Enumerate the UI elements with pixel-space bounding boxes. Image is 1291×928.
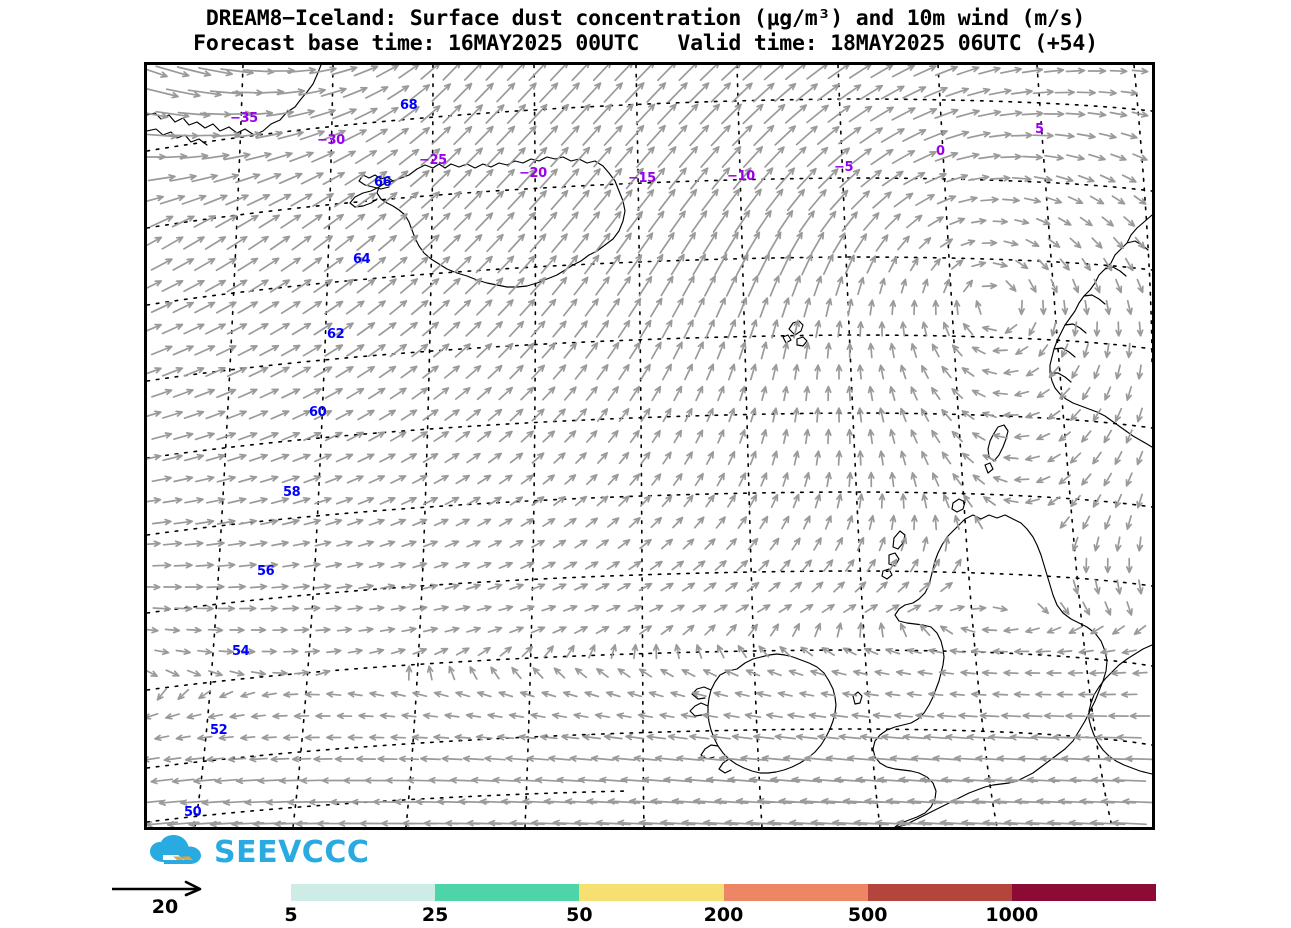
lon-label-0: −35 [230, 111, 258, 126]
colorbar-label-2: 50 [566, 904, 593, 926]
map-canvas: −35 −30 −25 −20 −15 −10 −5 0 5 68 66 64 62 60 58 56 54 5… [147, 65, 1152, 827]
lat-label-7: 54 [232, 644, 250, 659]
colorbar-label-5: 1000 [985, 904, 1039, 926]
colorbar-label-3: 200 [703, 904, 744, 926]
colorbar-label-4: 500 [847, 904, 888, 926]
colorbar-segment-3 [723, 884, 868, 901]
lat-label-1: 66 [374, 175, 392, 190]
lon-label-3: −20 [519, 166, 547, 181]
colorbar-segment-2 [579, 884, 724, 901]
coastline-norway [1049, 214, 1152, 448]
wind-reference-label: 20 [151, 896, 179, 918]
colorbar-label-0: 5 [284, 904, 298, 926]
lon-label-6: −5 [834, 160, 854, 175]
colorbar-segment-1 [435, 884, 580, 901]
lat-label-0: 68 [400, 98, 418, 113]
colorbar-segment-4 [867, 884, 1012, 901]
lon-label-7: 0 [936, 144, 945, 159]
colorbar-segment-0 [291, 884, 436, 901]
map-graphics-layer [147, 65, 1152, 827]
logo-text: SEEVCCC [214, 835, 370, 870]
cloud-icon [150, 835, 201, 864]
lon-label-2: −25 [419, 153, 447, 168]
lat-label-2: 64 [353, 252, 371, 267]
lon-label-4: −15 [628, 171, 656, 186]
title-line-1: DREAM8−Iceland: Surface dust concentrati… [205, 6, 1086, 31]
wind-arrow-icon [112, 880, 202, 897]
lon-label-5: −10 [727, 169, 755, 184]
lat-label-3: 62 [327, 327, 345, 342]
coastline-orkney [951, 498, 966, 513]
forecast-map[interactable]: −35 −30 −25 −20 −15 −10 −5 0 5 68 66 64 62 60 58 56 54 5… [144, 62, 1155, 830]
wind-arrows [147, 65, 1152, 827]
wind-reference-legend: 20 [110, 880, 220, 918]
lat-label-9: 50 [184, 805, 202, 820]
seevccc-logo[interactable]: SEEVCCC [148, 833, 369, 873]
page-title: DREAM8−Iceland: Surface dust concentrati… [0, 6, 1291, 56]
coastline-isle-of-man [852, 691, 863, 705]
colorbar-tick-labels: 5 25 50 200 500 1000 [284, 904, 1156, 928]
coastline-shetland [984, 424, 1009, 474]
lon-label-1: −30 [317, 133, 345, 148]
lat-label-5: 58 [283, 485, 301, 500]
lon-label-8: 5 [1035, 122, 1044, 137]
dust-colorbar [291, 884, 1157, 901]
lat-label-8: 52 [210, 723, 228, 738]
legend: 20 5 25 50 200 500 1000 [0, 880, 1291, 928]
latitude-gridlines [147, 98, 1152, 823]
wind-vector-field [147, 65, 1152, 827]
lat-label-6: 56 [257, 564, 275, 579]
lat-label-4: 60 [309, 405, 327, 420]
colorbar-label-1: 25 [421, 904, 449, 926]
colorbar-segment-5 [1011, 884, 1157, 901]
coastline-hebrides [881, 530, 906, 580]
coastline-continent-north-sea [1088, 644, 1152, 775]
title-line-2: Forecast base time: 16MAY2025 00UTC Vali… [193, 31, 1098, 56]
